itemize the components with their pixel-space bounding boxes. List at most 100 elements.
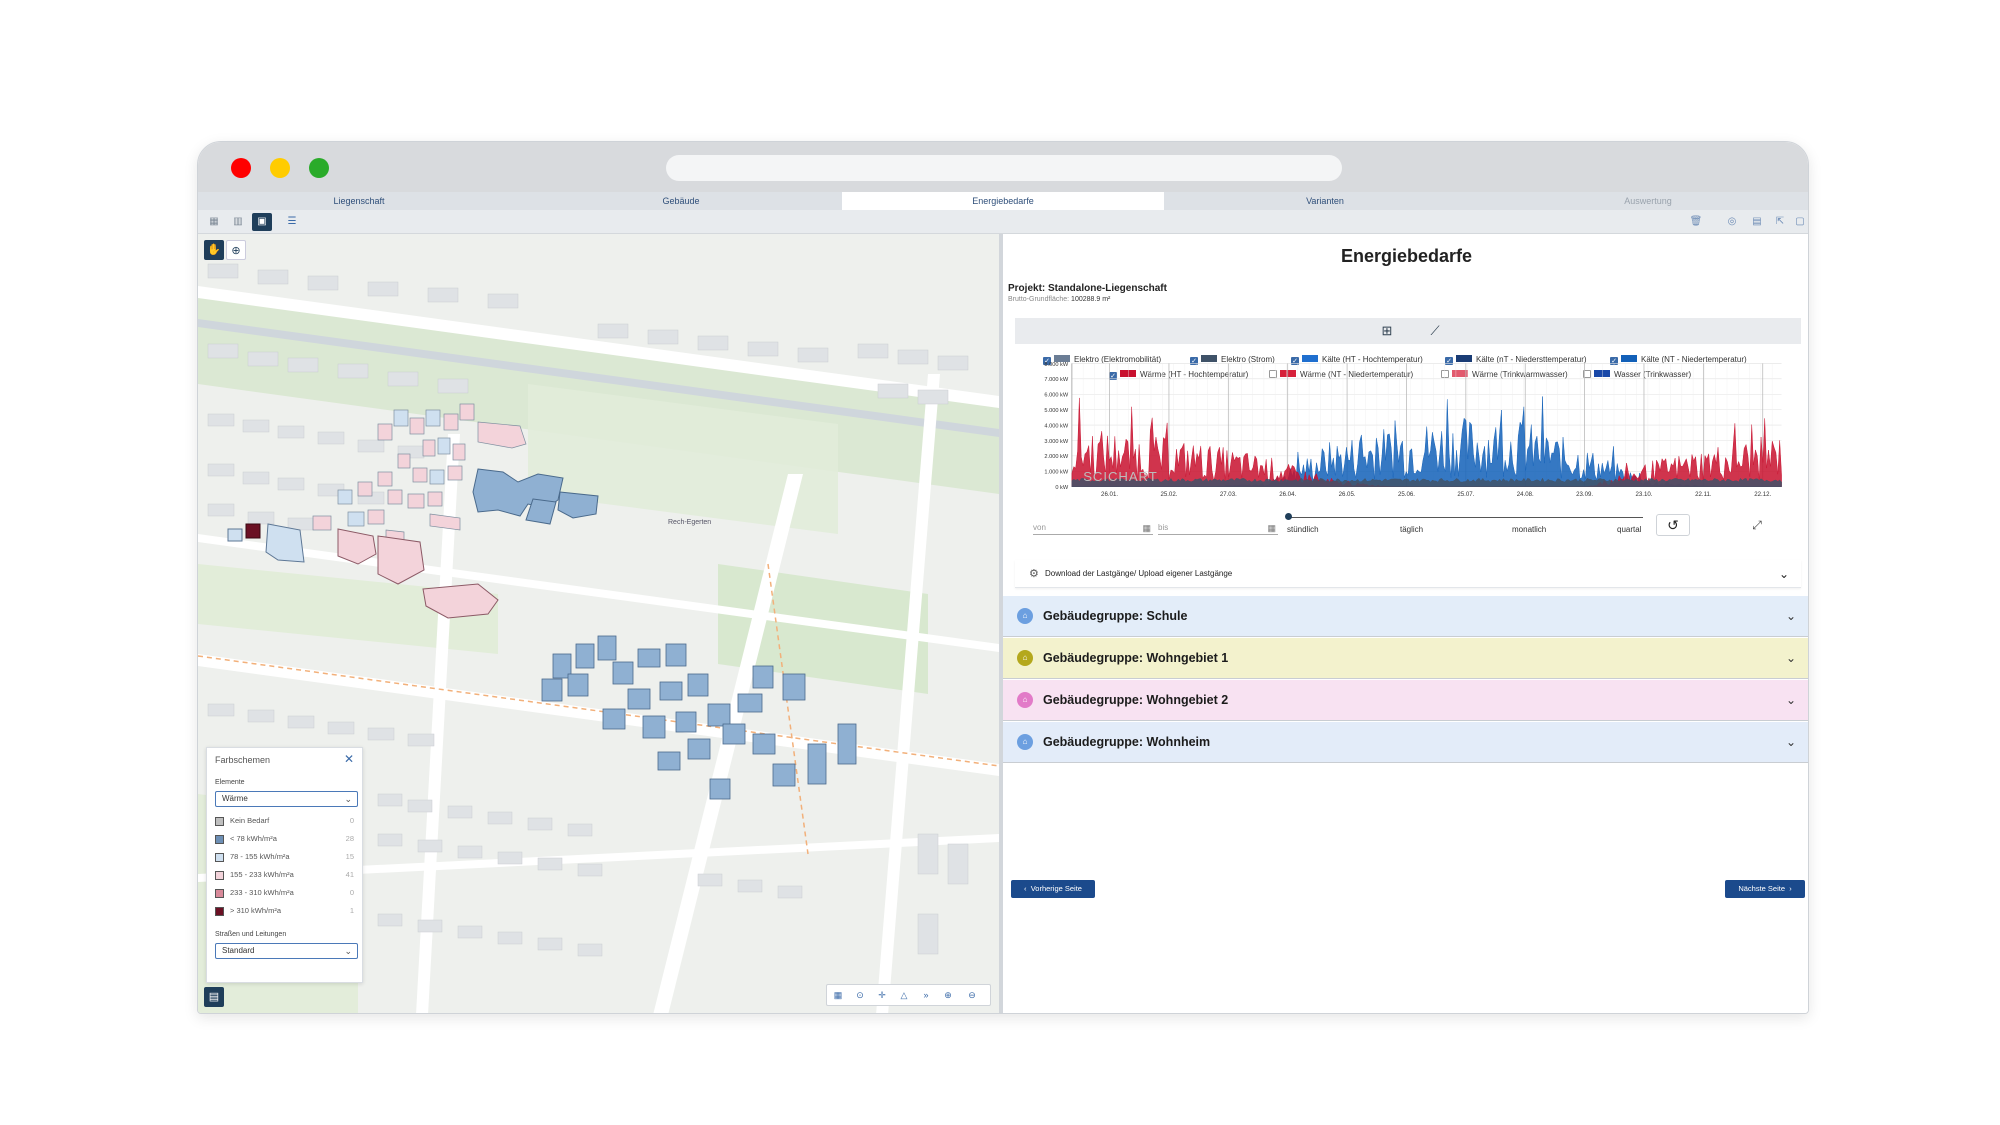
expand-icon[interactable]: ⤢	[1752, 518, 1762, 532]
compass-icon[interactable]: △	[900, 990, 908, 1000]
resolution-slider-track[interactable]	[1289, 517, 1643, 518]
x-tick-label: 26.05.	[1339, 491, 1356, 498]
elements-select[interactable]: Wärme ⌄	[215, 791, 358, 807]
gross-floor-area: Brutto-Grundfläche: 100288.9 m²	[1008, 296, 1111, 303]
crosshair-icon[interactable]: ✛	[878, 990, 886, 1000]
group-wohngebiet-2[interactable]: ⌂ Gebäudegruppe: Wohngebiet 2 ⌄	[1003, 680, 1808, 721]
previous-page-button[interactable]: ‹ Vorherige Seite	[1011, 880, 1095, 898]
chevron-down-icon: ⌄	[1785, 693, 1796, 707]
legend-item: 233 - 310 kWh/m²a 0	[215, 886, 358, 900]
chart-view-icon[interactable]: ⟋	[1430, 323, 1440, 338]
chevron-down-icon: ⌄	[344, 946, 352, 956]
legend-waerme-twa[interactable]: Wärme (Trinkwarmwasser)	[1441, 369, 1568, 381]
series-swatch	[1120, 370, 1136, 377]
legend-swatch	[215, 853, 224, 862]
reset-zoom-button[interactable]: ↺	[1656, 514, 1690, 536]
resolution-monthly[interactable]: monatlich	[1512, 525, 1547, 534]
map-controls: ▦ ⊙ ✛ △ » ⊕ ⊖	[826, 984, 991, 1006]
zoom-out-icon[interactable]: ⊖	[968, 990, 976, 1000]
export-icon[interactable]: ⇱	[1775, 216, 1785, 227]
legend-item: Kein Bedarf 0	[215, 814, 358, 828]
resolution-slider-handle[interactable]	[1285, 513, 1292, 520]
layout-list-icon[interactable]: ▦	[209, 216, 219, 227]
x-tick-label: 26.04.	[1279, 491, 1296, 498]
panel-title: Farbschemen	[215, 755, 271, 765]
y-tick-label: 3.000 kW	[1044, 439, 1068, 445]
close-window-button[interactable]	[231, 158, 251, 178]
y-tick-label: 5.000 kW	[1044, 408, 1068, 414]
checkbox-icon	[1583, 370, 1591, 378]
map-canvas: Rech-Egerten	[198, 234, 999, 1013]
house-icon: ⌂	[1017, 608, 1033, 624]
layout-map-icon[interactable]: ▣	[252, 213, 272, 231]
project-name: Projekt: Standalone-Liegenschaft	[1008, 283, 1167, 294]
tab-auswertung[interactable]: Auswertung	[1624, 196, 1672, 206]
tab-energiebedarfe[interactable]: Energiebedarfe	[842, 192, 1164, 210]
panel-splitter[interactable]	[999, 234, 1003, 1013]
house-icon: ⌂	[1017, 650, 1033, 666]
zoom-select-icon[interactable]: ⊕	[226, 240, 246, 260]
date-from-input[interactable]: von ▦	[1033, 523, 1153, 535]
y-tick-label: 4.000 kW	[1044, 423, 1068, 429]
tab-liegenschaft[interactable]: Liegenschaft	[333, 196, 385, 206]
series-swatch	[1201, 355, 1217, 362]
legend-kaelte-ht[interactable]: ✓ Kälte (HT - Hochtemperatur)	[1291, 355, 1423, 365]
address-bar[interactable]	[666, 155, 1342, 181]
legend-item: < 78 kWh/m²a 28	[215, 832, 358, 846]
x-tick-label: 26.01.	[1101, 491, 1118, 498]
maximize-window-button[interactable]	[309, 158, 329, 178]
group-wohnheim[interactable]: ⌂ Gebäudegruppe: Wohnheim ⌄	[1003, 722, 1808, 763]
series-swatch	[1302, 355, 1318, 362]
legend-swatch	[215, 907, 224, 916]
map-view[interactable]: Rech-Egerten ✋ ⊕ Farbschemen ✕ Elemente …	[198, 234, 999, 1013]
tab-varianten[interactable]: Varianten	[1306, 196, 1344, 206]
group-schule[interactable]: ⌂ Gebäudegruppe: Schule ⌄	[1003, 596, 1808, 637]
x-tick-label: 24.08.	[1517, 491, 1534, 498]
locate-icon[interactable]: ⊙	[856, 990, 864, 1000]
resolution-hourly[interactable]: stündlich	[1287, 525, 1319, 534]
series-swatch	[1452, 370, 1468, 377]
map-type-icon[interactable]: ▦	[833, 990, 843, 1000]
next-page-button[interactable]: Nächste Seite ›	[1725, 880, 1805, 898]
tab-gebaeude[interactable]: Gebäude	[662, 196, 700, 206]
series-swatch	[1456, 355, 1472, 362]
close-icon[interactable]: ✕	[343, 752, 354, 766]
layers-icon[interactable]: ▤	[204, 987, 224, 1007]
chart-watermark: SCICHART	[1083, 469, 1158, 484]
pan-tool-icon[interactable]: ✋	[204, 240, 224, 260]
toolbar: ▦ ▥ ▣ ☰ 🗑 ◎ ▤ ⇱ ▢	[198, 210, 1808, 234]
zoom-in-icon[interactable]: ⊕	[944, 990, 952, 1000]
legend-kaelte-nt-niederst[interactable]: ✓ Kälte (nT - Niedersttemperatur)	[1445, 355, 1587, 365]
legend-swatch	[215, 889, 224, 898]
trash-icon[interactable]: 🗑	[1689, 216, 1703, 227]
roads-select[interactable]: Standard ⌄	[215, 943, 358, 959]
farbschemen-panel: Farbschemen ✕ Elemente Wärme ⌄ Kein Bedar…	[206, 747, 363, 983]
globe-icon[interactable]: ◎	[1727, 216, 1737, 227]
download-accordion[interactable]: ⚙ Download der Lastgänge/ Upload eigener…	[1015, 560, 1801, 588]
checkbox-icon: ✓	[1291, 357, 1299, 365]
minimize-window-button[interactable]	[270, 158, 290, 178]
checkbox-icon: ✓	[1445, 357, 1453, 365]
checklist-icon[interactable]: ☰	[287, 216, 297, 227]
date-to-input[interactable]: bis ▦	[1158, 523, 1278, 535]
legend-elektro-strom[interactable]: ✓ Elektro (Strom)	[1190, 355, 1275, 365]
chevron-right-icon: ›	[1789, 884, 1792, 893]
roads-label: Straßen und Leitungen	[215, 931, 287, 938]
gears-icon: ⚙	[1029, 568, 1039, 580]
resolution-quarterly[interactable]: quartal	[1617, 525, 1642, 534]
chevron-left-icon: ‹	[1024, 884, 1027, 893]
legend-wasser[interactable]: Wasser (Trinkwasser)	[1583, 369, 1691, 381]
legend-swatch	[215, 835, 224, 844]
resolution-daily[interactable]: täglich	[1400, 525, 1424, 534]
y-tick-label: 1.000 kW	[1044, 470, 1068, 476]
layout-split-icon[interactable]: ▥	[233, 216, 243, 227]
fullscreen-icon[interactable]: »	[923, 990, 929, 1000]
document-icon[interactable]: ▤	[1752, 216, 1762, 227]
table-view-icon[interactable]: ⊞	[1381, 323, 1393, 338]
load-profile-chart[interactable]: 0 kW 1.000 kW 2.000 kW 3.000 kW 4.000 kW 5.00…	[1003, 354, 1809, 514]
save-icon[interactable]: ▢	[1795, 216, 1805, 227]
legend-item: > 310 kWh/m²a 1	[215, 904, 358, 918]
group-wohngebiet-1[interactable]: ⌂ Gebäudegruppe: Wohngebiet 1 ⌄	[1003, 638, 1808, 679]
legend-elektro-mobilitaet[interactable]: ✓ Elektro (Elektromobilität)	[1043, 355, 1162, 365]
y-tick-label: 6.000 kW	[1044, 393, 1068, 399]
